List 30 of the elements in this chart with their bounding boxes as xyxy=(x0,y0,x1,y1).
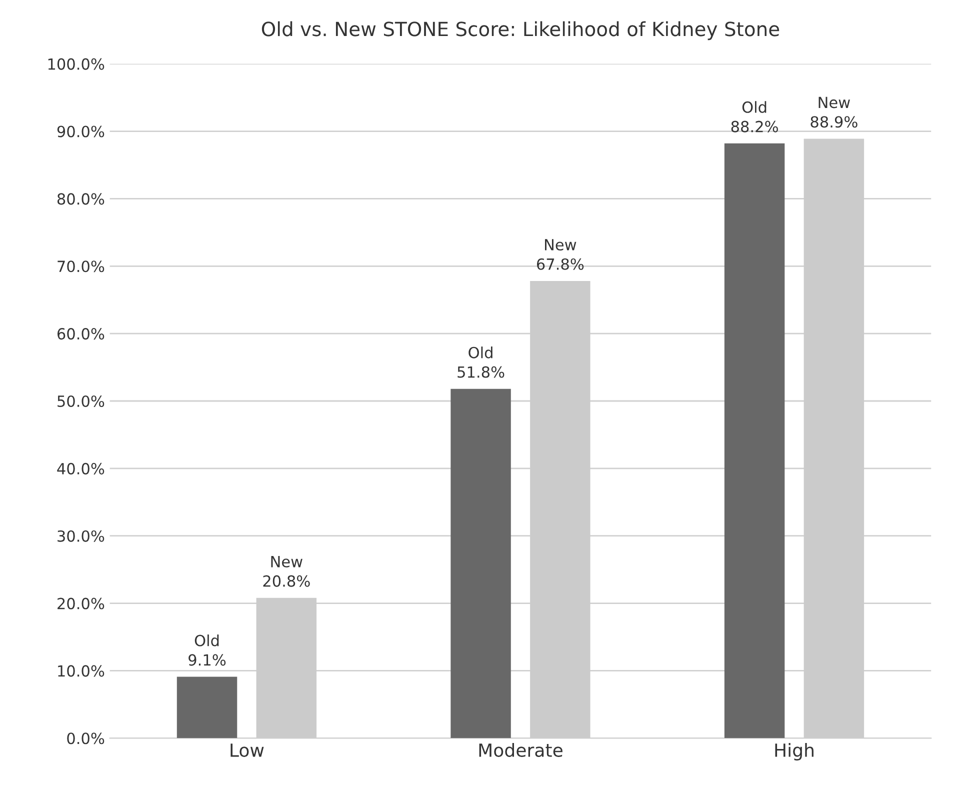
y-tick-label: 30.0% xyxy=(58,530,104,542)
y-tick-label: 40.0% xyxy=(57,462,104,474)
text: New xyxy=(271,556,302,568)
bar xyxy=(450,388,511,738)
series-label: Old xyxy=(468,346,492,358)
x-tick-label: Low xyxy=(230,744,264,757)
y-tick-label: 90.0% xyxy=(57,126,104,138)
text: New xyxy=(545,239,576,250)
y-tick-label: 0.0% xyxy=(67,732,104,744)
data-label: 20.8% xyxy=(263,575,310,587)
data-label: 88.2% xyxy=(731,120,778,132)
series-label: New xyxy=(818,96,850,108)
data-label: 51.8% xyxy=(458,366,504,378)
data-label: 9.1% xyxy=(188,654,226,666)
y-tick-label: 60.0% xyxy=(58,328,104,340)
y-tick-label: 50.0% xyxy=(58,395,104,408)
y-tick-label: 100.0% xyxy=(48,58,104,70)
x-tick-label: High xyxy=(775,743,814,760)
text: Old xyxy=(742,101,766,113)
y-tick-label: 10.0% xyxy=(58,665,104,677)
chart-title: Old vs. New STONE Score: Likelihood of Kidney Stone xyxy=(262,21,780,40)
bar xyxy=(724,143,785,738)
y-tick-label: 20.0% xyxy=(58,598,104,610)
y-tick-label: 80.0% xyxy=(57,193,104,205)
bar xyxy=(176,676,238,738)
data-label: 67.8% xyxy=(536,258,584,270)
y-tick-label: 70.0% xyxy=(58,260,104,272)
text: Old xyxy=(194,634,219,646)
data-label: 88.9% xyxy=(810,116,858,128)
x-tick-label: Moderate xyxy=(479,743,562,757)
